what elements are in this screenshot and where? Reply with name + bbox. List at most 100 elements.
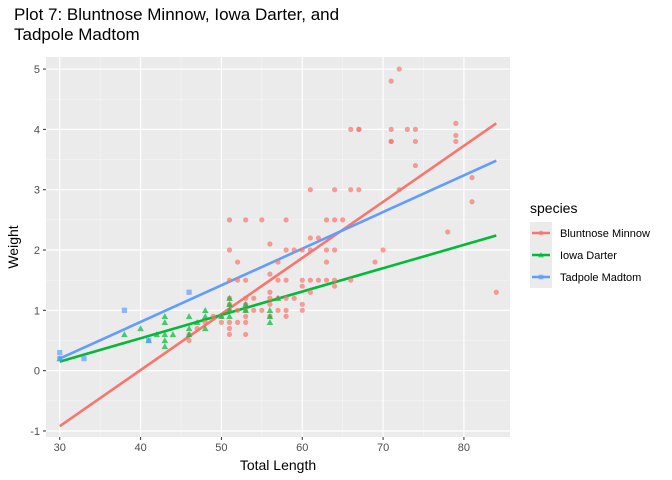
iowa-darter-point — [201, 325, 209, 332]
x-tick-label: 30 — [54, 442, 66, 454]
bluntnose-minnow-point — [331, 283, 338, 289]
bluntnose-minnow-point — [445, 229, 451, 235]
bluntnose-minnow-point — [299, 283, 305, 289]
bluntnose-minnow-point — [267, 301, 273, 307]
y-tick-label: 0 — [34, 366, 40, 378]
bluntnose-minnow-point — [331, 247, 338, 253]
tadpole-madtom-point — [186, 289, 192, 295]
iowa-darter-point — [121, 331, 128, 338]
bluntnose-minnow-point — [372, 259, 378, 265]
iowa-darter-point — [242, 301, 249, 307]
bluntnose-minnow-point — [259, 307, 265, 313]
bluntnose-minnow-point — [226, 319, 233, 325]
iowa-darter-legend-label: Iowa Darter — [560, 250, 617, 262]
iowa-darter-point — [218, 313, 225, 320]
legend-title: species — [530, 200, 577, 216]
tadpole-madtom-point — [57, 355, 63, 362]
iowa-darter-point — [266, 313, 274, 320]
tadpole-madtom-point — [121, 307, 128, 313]
iowa-darter-point — [161, 313, 169, 320]
tadpole-madtom-legend-marker — [538, 274, 544, 280]
bluntnose-minnow-point — [493, 289, 499, 295]
bluntnose-minnow-point — [218, 319, 225, 325]
x-axis-title: Total Length — [240, 457, 316, 473]
bluntnose-minnow-point — [469, 199, 475, 205]
bluntnose-minnow-point — [186, 337, 192, 344]
iowa-darter-point — [185, 313, 193, 320]
tadpole-madtom-point — [57, 349, 63, 356]
iowa-darter-point — [226, 301, 233, 307]
bluntnose-minnow-point — [243, 313, 249, 319]
bluntnose-minnow-point — [412, 162, 419, 169]
bluntnose-minnow-point — [299, 277, 305, 283]
bluntnose-minnow-point — [299, 301, 305, 307]
iowa-darter-point — [274, 294, 282, 301]
bluntnose-minnow-point — [299, 307, 305, 313]
bluntnose-minnow-point — [453, 120, 459, 126]
bluntnose-minnow-point — [234, 259, 241, 265]
bluntnose-minnow-point — [412, 138, 419, 145]
bluntnose-minnow-point — [267, 289, 273, 295]
bluntnose-minnow-point — [469, 175, 475, 181]
iowa-darter-point — [226, 294, 233, 301]
iowa-darter-point — [161, 319, 169, 326]
tadpole-madtom-point — [146, 337, 152, 344]
iowa-darter-point — [161, 343, 169, 350]
legend-entries: Bluntnose Minnow Iowa Darter Tadpole Madto… — [530, 222, 650, 288]
plot-panel — [46, 57, 510, 437]
bluntnose-minnow-point — [388, 78, 394, 84]
bluntnose-minnow-point — [267, 271, 273, 277]
bluntnose-minnow-point — [348, 277, 354, 283]
y-tick-label: 1 — [34, 305, 40, 317]
bluntnose-minnow-point — [194, 325, 200, 332]
bluntnose-minnow-point — [291, 295, 297, 301]
bluntnose-minnow-point — [331, 277, 338, 283]
x-tick-label: 50 — [215, 442, 227, 454]
bluntnose-minnow-point — [453, 132, 459, 139]
x-tick-label: 40 — [134, 442, 146, 454]
y-tick-label: -1 — [30, 426, 40, 438]
bluntnose-minnow-point — [226, 331, 233, 338]
bluntnose-minnow-point — [202, 319, 208, 325]
bluntnose-minnow-point — [380, 247, 386, 253]
bluntnose-minnow-point — [226, 325, 233, 332]
iowa-darter-point — [153, 331, 161, 338]
bluntnose-minnow-point — [243, 295, 249, 301]
bluntnose-minnow-point — [210, 313, 216, 319]
bluntnose-minnow-point — [307, 289, 313, 295]
iowa-darter-point — [161, 331, 169, 338]
bluntnose-minnow-point — [243, 277, 249, 283]
bluntnose-minnow-point — [307, 187, 313, 193]
iowa-darter-point — [226, 313, 233, 320]
bluntnose-minnow-point — [283, 217, 289, 223]
iowa-darter-point — [266, 307, 274, 313]
bluntnose-minnow-point — [243, 319, 249, 325]
x-tick-label: 80 — [458, 442, 470, 454]
bluntnose-minnow-point — [234, 307, 241, 313]
bluntnose-minnow-point — [275, 277, 281, 283]
tadpole-madtom-point — [81, 355, 87, 362]
chart-title-line-2: Tadpole Madtom — [14, 25, 140, 44]
bluntnose-minnow-point — [412, 126, 419, 132]
bluntnose-minnow-point — [259, 217, 265, 223]
bluntnose-minnow-point — [226, 277, 233, 283]
bluntnose-minnow-point — [356, 126, 362, 132]
bluntnose-minnow-point — [267, 295, 273, 301]
y-axis-title: Weight — [5, 225, 21, 268]
bluntnose-minnow-point — [283, 313, 289, 319]
x-tick-label: 60 — [296, 442, 308, 454]
iowa-darter-point — [161, 337, 169, 344]
bluntnose-minnow-point — [388, 126, 394, 132]
chart-title-line-1: Plot 7: Bluntnose Minnow, Iowa Darter, a… — [14, 5, 339, 24]
bluntnose-minnow-point — [251, 307, 257, 313]
data-points — [56, 66, 499, 362]
bluntnose-minnow-point — [323, 247, 330, 253]
bluntnose-minnow-point — [323, 217, 330, 223]
y-tick-label: 3 — [34, 185, 40, 197]
bluntnose-minnow-point — [307, 277, 313, 283]
bluntnose-minnow-point — [356, 187, 362, 193]
bluntnose-minnow-point — [453, 138, 459, 145]
bluntnose-minnow-legend-marker — [538, 230, 544, 236]
iowa-darter-point — [201, 313, 209, 320]
